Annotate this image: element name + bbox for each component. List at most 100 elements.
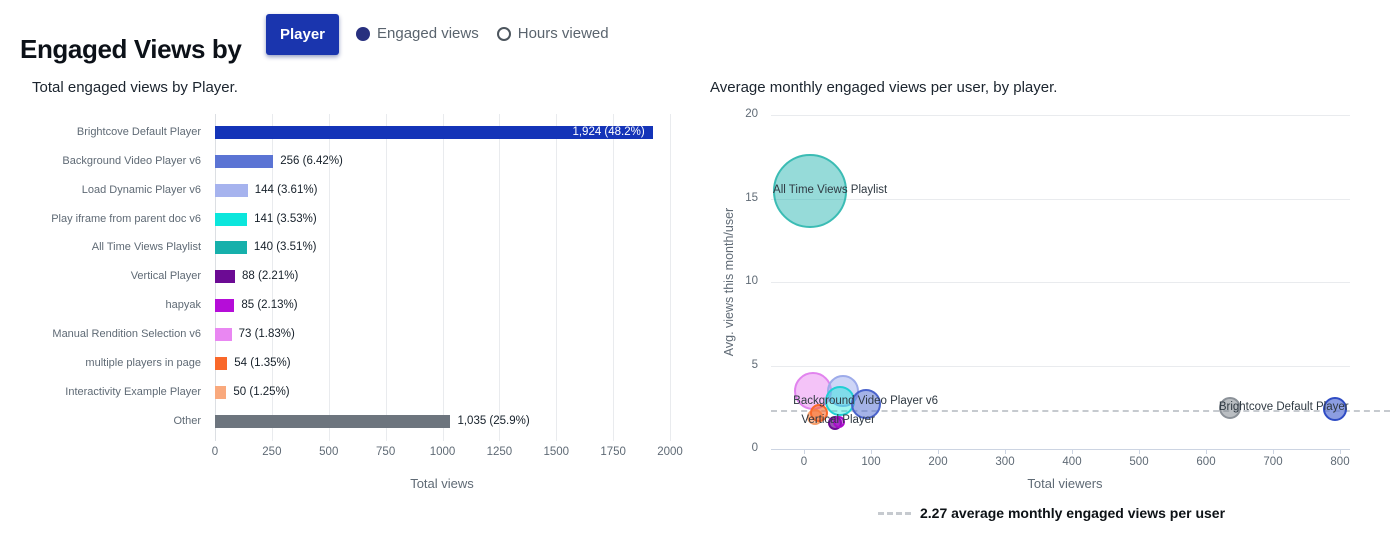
scatter-gridline xyxy=(771,365,1350,367)
scatter-bubble[interactable] xyxy=(850,388,881,419)
bar[interactable] xyxy=(215,270,236,284)
scatter-x-tick-label: 700 xyxy=(1263,456,1283,468)
bar-x-tick-label: 500 xyxy=(319,446,339,458)
scatter-x-axis-tick xyxy=(1206,449,1207,454)
bar-category-label: All Time Views Playlist xyxy=(91,241,201,254)
bar-gridline xyxy=(556,114,558,441)
bar-value-label: 144 (3.61%) xyxy=(254,183,318,196)
average-line-legend-label: 2.27 average monthly engaged views per u… xyxy=(920,505,1226,521)
bar[interactable] xyxy=(215,241,247,255)
bar-gridline xyxy=(385,114,387,441)
scatter-y-tick-label: 10 xyxy=(745,275,758,287)
scatter-chart-title: Average monthly engaged views per user, … xyxy=(710,79,1058,96)
scatter-x-axis-tick xyxy=(1340,449,1341,454)
bar-x-axis-title: Total views xyxy=(410,476,474,491)
average-line-legend: 2.27 average monthly engaged views per u… xyxy=(878,505,1225,521)
bar[interactable] xyxy=(215,385,227,399)
bar-value-label: 141 (3.53%) xyxy=(254,212,317,225)
bar-value-label: 88 (2.21%) xyxy=(242,270,299,283)
bar-category-label: Other xyxy=(173,414,201,427)
radio-hours-viewed[interactable]: Hours viewed xyxy=(496,25,609,42)
bar-x-tick-label: 750 xyxy=(376,446,396,458)
scatter-bubble[interactable] xyxy=(832,416,845,429)
scatter-x-axis-tick xyxy=(871,449,872,454)
scatter-y-tick-label: 0 xyxy=(751,442,758,454)
dimension-player-button[interactable]: Player xyxy=(266,14,339,55)
scatter-x-axis-line xyxy=(771,449,1350,450)
bar-value-label: 140 (3.51%) xyxy=(253,241,317,254)
bar-value-label: 73 (1.83%) xyxy=(238,327,295,340)
bar-category-label: multiple players in page xyxy=(85,356,201,369)
scatter-x-axis-title: Total viewers xyxy=(1027,476,1103,491)
scatter-bubble[interactable] xyxy=(1219,397,1242,420)
average-dashed-line xyxy=(771,410,1390,413)
bar-value-label: 50 (1.25%) xyxy=(233,385,290,398)
scatter-y-axis-title: Avg. views this month/user xyxy=(722,207,736,357)
scatter-x-axis-tick xyxy=(1072,449,1073,454)
scatter-y-tick-label: 5 xyxy=(751,358,758,371)
scatter-point-label: All Time Views Playlist xyxy=(773,183,888,196)
scatter-x-axis-tick xyxy=(1139,449,1140,454)
scatter-bubble[interactable] xyxy=(809,404,828,423)
bar-value-label: 1,924 (48.2%) xyxy=(572,126,645,138)
radio-engaged-views-label: Engaged views xyxy=(377,25,479,42)
scatter-x-tick-label: 400 xyxy=(1062,456,1082,468)
bar[interactable] xyxy=(215,356,228,370)
bar-x-tick-label: 1750 xyxy=(600,446,626,458)
page-title: Engaged Views by xyxy=(20,34,242,65)
metric-radio-group: Engaged views Hours viewed xyxy=(356,25,609,42)
scatter-y-tick-label: 15 xyxy=(745,191,758,204)
bar-value-label: 85 (2.13%) xyxy=(241,299,298,312)
bar-category-label: Play iframe from parent doc v6 xyxy=(51,212,201,225)
scatter-gridline xyxy=(771,198,1350,200)
bar-x-tick-label: 0 xyxy=(211,446,219,458)
bar-category-label: Background Video Player v6 xyxy=(62,154,201,167)
bar[interactable] xyxy=(215,154,274,168)
bar-gridline xyxy=(670,114,671,441)
bar-gridline xyxy=(499,114,501,441)
scatter-bubble[interactable] xyxy=(773,153,848,228)
radio-unselected-icon[interactable] xyxy=(496,26,511,41)
bar-gridline xyxy=(271,114,273,441)
bar-x-tick-label: 1000 xyxy=(429,446,456,458)
bar-gridline xyxy=(613,114,615,441)
bar[interactable] xyxy=(215,212,248,226)
bar-category-label: Interactivity Example Player xyxy=(65,385,201,398)
bar[interactable] xyxy=(215,327,232,341)
bar-x-tick-label: 1500 xyxy=(543,446,570,458)
scatter-x-tick-label: 500 xyxy=(1129,456,1149,468)
scatter-x-tick-label: 300 xyxy=(995,456,1015,468)
bar-category-label: Vertical Player xyxy=(130,270,201,283)
bar-x-tick-label: 2000 xyxy=(657,446,683,458)
bar-x-tick-label: 1250 xyxy=(486,446,513,458)
bar[interactable] xyxy=(215,126,653,139)
bar[interactable] xyxy=(215,183,248,197)
bar-gridline xyxy=(328,114,330,441)
radio-engaged-views[interactable]: Engaged views xyxy=(356,25,479,42)
scatter-bubble[interactable] xyxy=(1323,396,1348,421)
scatter-gridline xyxy=(771,282,1350,283)
bar[interactable] xyxy=(215,299,235,313)
bar-x-tick-label: 250 xyxy=(262,446,282,458)
bar-value-label: 256 (6.42%) xyxy=(280,154,343,167)
bar-chart-title: Total engaged views by Player. xyxy=(32,79,238,96)
radio-selected-icon[interactable] xyxy=(356,26,370,41)
bar-category-label: Manual Rendition Selection v6 xyxy=(52,327,201,340)
scatter-x-axis-tick xyxy=(1005,449,1006,454)
dashed-line-swatch xyxy=(878,511,911,515)
bar[interactable] xyxy=(215,414,451,428)
scatter-x-tick-label: 800 xyxy=(1330,456,1350,468)
bar-category-label: Load Dynamic Player v6 xyxy=(81,183,201,196)
scatter-x-axis-tick xyxy=(938,449,939,454)
scatter-x-tick-label: 600 xyxy=(1196,456,1216,468)
bar-value-label: 54 (1.35%) xyxy=(234,356,291,369)
scatter-point-label: Brightcove Default Player xyxy=(1218,401,1349,414)
scatter-x-tick-label: 0 xyxy=(800,456,808,468)
bar-gridline xyxy=(442,114,444,441)
bar-category-label: Brightcove Default Player xyxy=(76,126,201,138)
scatter-point-label: Background Video Player v6 xyxy=(793,395,939,408)
radio-hours-viewed-label: Hours viewed xyxy=(517,25,609,42)
scatter-x-axis-tick xyxy=(804,449,805,454)
scatter-y-tick-label: 20 xyxy=(745,108,758,120)
